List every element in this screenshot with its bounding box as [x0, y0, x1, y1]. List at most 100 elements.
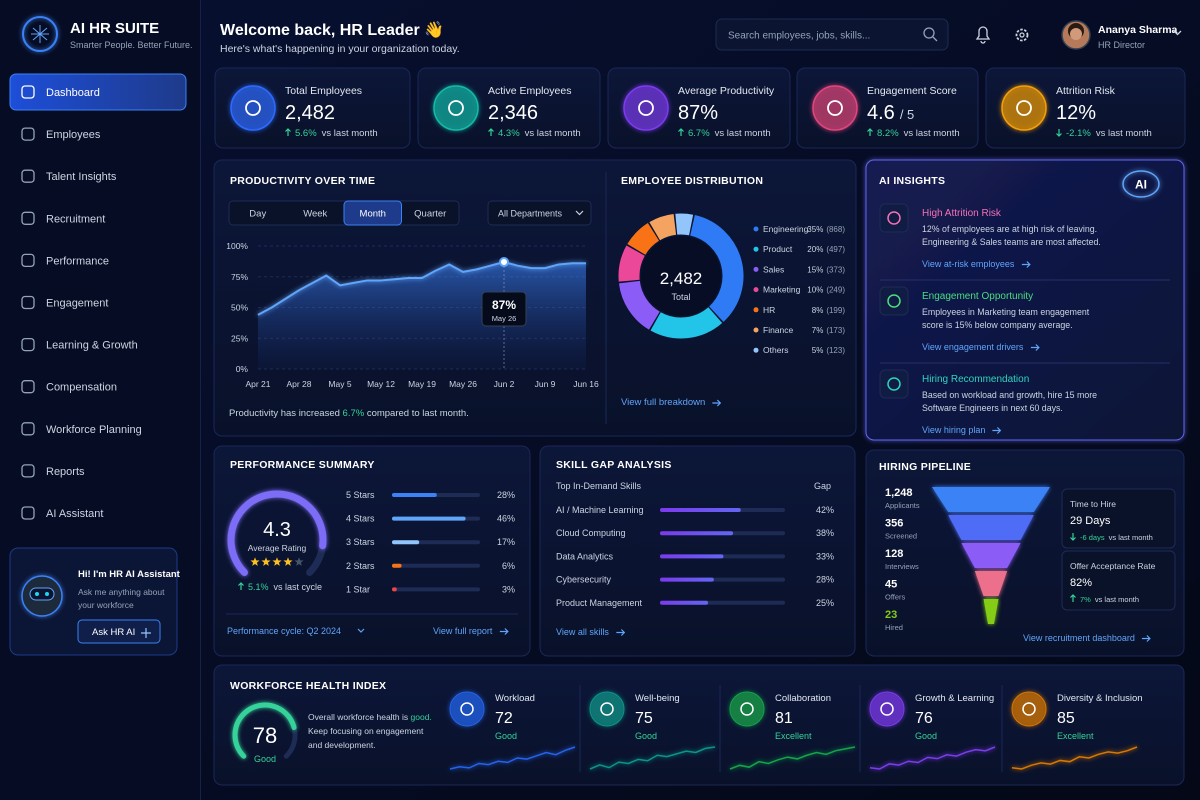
bar: [392, 493, 437, 497]
nav-item[interactable]: Workforce Planning: [46, 424, 142, 436]
panel-title: SKILL GAP ANALYSIS: [556, 459, 672, 471]
brand-tagline: Smarter People. Better Future.: [70, 40, 193, 50]
insight-link[interactable]: View engagement drivers: [922, 342, 1024, 352]
health-item-status: Excellent: [1057, 731, 1094, 741]
nav-icon: [21, 422, 35, 436]
change-arrow: [488, 128, 494, 136]
cycle-chevron: [357, 628, 365, 633]
bell-icon[interactable]: [975, 26, 991, 44]
text-part: 35%: [807, 225, 823, 234]
text-part: 6.7%: [688, 128, 710, 139]
insight-title: Hiring Recommendation: [922, 374, 1029, 385]
bar-label: 5 Stars: [346, 490, 375, 500]
nav-item[interactable]: Learning & Growth: [46, 340, 138, 352]
funnel-label: Screened: [885, 532, 917, 541]
legend-dot: [753, 266, 759, 272]
insight-title: High Attrition Risk: [922, 208, 1002, 219]
insight-icon: [879, 286, 909, 316]
text-part: (123): [826, 346, 845, 355]
legend-label: HR: [763, 305, 775, 315]
search-box[interactable]: [715, 18, 949, 51]
funnel-label: Offers: [885, 593, 906, 602]
y-tick-label: 100%: [226, 241, 248, 251]
kpi-value: 12%: [1056, 102, 1096, 124]
funnel-value: 356: [885, 518, 903, 530]
x-tick-label: May 26: [449, 379, 477, 389]
user-role: HR Director: [1098, 40, 1145, 50]
tab[interactable]: Week: [303, 209, 327, 220]
y-tick-label: 75%: [231, 272, 248, 282]
link-arrow: [1021, 261, 1031, 268]
donut-slice: [649, 213, 677, 241]
legend-dot: [753, 287, 759, 293]
legend-dot: [753, 347, 759, 353]
cycle-selector[interactable]: Performance cycle: Q2 2024: [227, 626, 341, 636]
tab[interactable]: Day: [249, 209, 266, 220]
kpi-value: 4.6 / 5: [867, 102, 914, 124]
gauge-value: [227, 490, 327, 577]
legend-dot: [753, 327, 759, 333]
health-icon-glyph: [1022, 702, 1036, 716]
y-tick-label: 25%: [231, 333, 248, 343]
health-item-value: 76: [915, 710, 933, 727]
change-arrow: [1056, 129, 1062, 137]
bar-value-label: 42%: [816, 505, 834, 515]
nav-item[interactable]: Recruitment: [46, 213, 105, 225]
health-icon-glyph: [740, 702, 754, 716]
text-part: (373): [826, 265, 845, 274]
legend-value: 20% (497): [807, 245, 845, 254]
health-icon-glyph: [600, 702, 614, 716]
panel-link[interactable]: View full report: [433, 626, 493, 636]
funnel-stage: [983, 599, 999, 624]
nav-item[interactable]: Dashboard: [46, 87, 100, 99]
nav-item[interactable]: Performance: [46, 255, 109, 267]
text-part: 10%: [807, 286, 823, 295]
nav-item[interactable]: AI Assistant: [46, 508, 103, 520]
gauge-value: [232, 702, 297, 759]
tab[interactable]: Quarter: [414, 209, 446, 220]
brand-logo-detail: [31, 25, 49, 43]
nav-item[interactable]: Reports: [46, 466, 85, 478]
donut-slice: [627, 222, 660, 256]
bar-value-label: 6%: [502, 561, 515, 571]
rating-star: [283, 557, 293, 566]
x-tick-label: Apr 21: [245, 379, 270, 389]
tab[interactable]: Month: [360, 209, 386, 220]
nav-item[interactable]: Engagement: [46, 298, 108, 310]
panel-link[interactable]: View all skills: [556, 627, 609, 637]
user-name: Ananya Sharma: [1098, 24, 1178, 36]
bar: [392, 563, 402, 568]
insight-text: score is 15% below company average.: [922, 320, 1073, 330]
robot-eye: [45, 592, 49, 596]
donut-slice: [650, 306, 723, 339]
text-part: 2,346: [488, 102, 538, 124]
nav-item[interactable]: Compensation: [46, 382, 117, 394]
assistant-button-label[interactable]: Ask HR AI: [92, 627, 135, 638]
insight-text: 12% of employees are at high risk of lea…: [922, 224, 1097, 234]
health-text: Overall workforce health is good.: [308, 712, 432, 722]
assistant-button[interactable]: [77, 619, 161, 644]
health-icon: [729, 691, 765, 727]
text-part: vs last month: [1109, 533, 1153, 542]
panel-link[interactable]: View recruitment dashboard: [1023, 633, 1135, 643]
department-filter[interactable]: [487, 200, 592, 226]
donut-slice: [618, 280, 661, 330]
panel-title: AI INSIGHTS: [879, 175, 945, 187]
insight-link[interactable]: View at-risk employees: [922, 259, 1015, 269]
nav-item[interactable]: Talent Insights: [46, 171, 117, 183]
bar: [660, 531, 734, 536]
panel-link[interactable]: View full breakdown: [621, 397, 705, 408]
nav-item[interactable]: Employees: [46, 129, 101, 141]
insight-link[interactable]: View hiring plan: [922, 425, 985, 435]
change-arrow: [238, 582, 244, 590]
health-item-label: Diversity & Inclusion: [1057, 693, 1143, 704]
settings-icon[interactable]: [1015, 28, 1029, 42]
search-icon: [923, 27, 935, 39]
change-arrow: [285, 128, 291, 136]
text-part: 5%: [812, 346, 824, 355]
health-icon-glyph: [880, 702, 894, 716]
insight-icon-glyph: [887, 377, 901, 391]
bar: [660, 577, 714, 582]
bar: [392, 587, 397, 592]
text-part: vs last month: [904, 128, 960, 139]
